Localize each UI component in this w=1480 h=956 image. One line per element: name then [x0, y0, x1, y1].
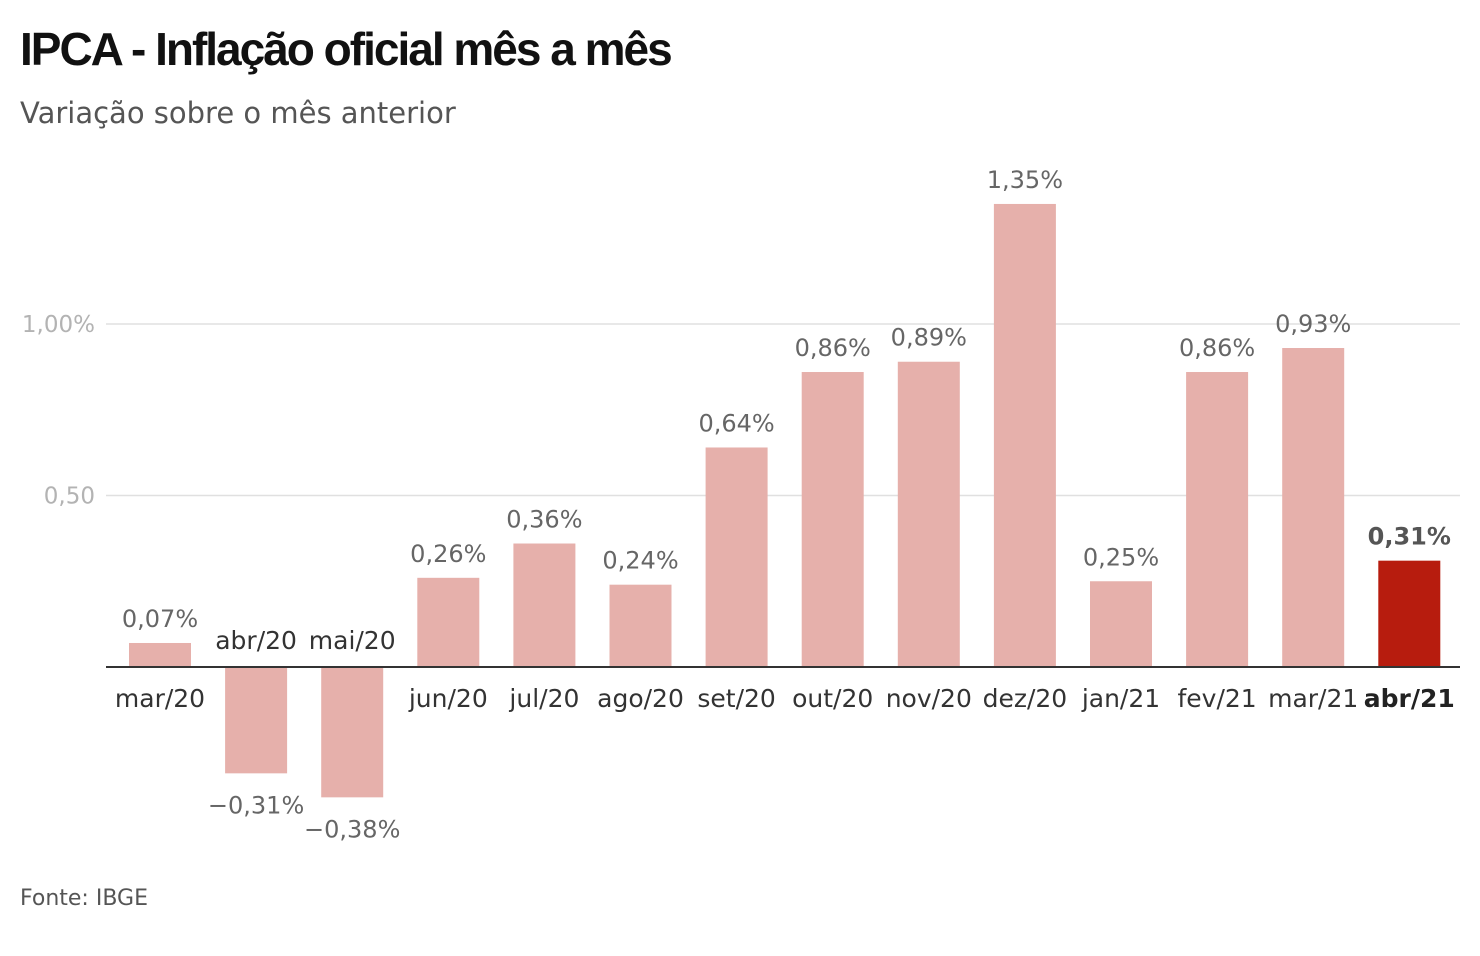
value-label: 0,64%: [698, 409, 774, 437]
x-tick-label: jul/20: [508, 684, 579, 713]
x-tick-label: mar/20: [115, 684, 205, 713]
x-tick-label: dez/20: [983, 684, 1068, 713]
value-label: 0,25%: [1083, 543, 1159, 571]
bar-chart: 0,50 1,00% 0,07% mar/20 −0,31% abr/20 −0,38% m…: [22, 166, 1460, 843]
value-label: −0,31%: [208, 791, 304, 819]
value-label: 0,31%: [1368, 523, 1451, 551]
chart-title: IPCA - Inflação oficial mês a mês: [20, 23, 673, 75]
x-tick-label: abr/21: [1364, 684, 1455, 713]
value-label: −0,38%: [304, 815, 400, 843]
bar-jul-20: [513, 543, 576, 667]
x-tick-label: mai/20: [309, 626, 396, 655]
x-tick-label: set/20: [697, 684, 775, 713]
value-label: 1,35%: [987, 166, 1063, 194]
label-layer: 0,07% mar/20 −0,31% abr/20 −0,38% mai/20 0,26%…: [115, 166, 1455, 843]
bar-fev-21: [1186, 372, 1249, 667]
x-tick-label: nov/20: [886, 684, 972, 713]
value-label: 0,86%: [795, 334, 871, 362]
bar-layer: [129, 203, 1441, 798]
source-note: Fonte: IBGE: [20, 886, 148, 911]
value-label: 0,07%: [122, 605, 198, 633]
bar-dez-20: [993, 203, 1056, 667]
x-tick-label: mar/21: [1268, 684, 1358, 713]
x-tick-label: out/20: [792, 684, 873, 713]
value-label: 0,86%: [1179, 334, 1255, 362]
bar-mar-20: [129, 642, 191, 667]
value-label: 0,93%: [1275, 310, 1351, 338]
bar-abr-21: [1378, 560, 1441, 667]
value-label: 0,24%: [602, 547, 678, 575]
bar-set-20: [705, 447, 768, 667]
x-tick-label: abr/20: [215, 626, 297, 655]
bar-jun-20: [417, 577, 480, 667]
grid-layer: 0,50 1,00%: [22, 312, 1460, 510]
y-tick-label: 0,50: [44, 484, 95, 510]
value-label: 0,26%: [410, 540, 486, 568]
bar-out-20: [801, 372, 864, 667]
value-label: 0,89%: [891, 324, 967, 352]
x-tick-label: fev/21: [1177, 684, 1256, 713]
bar-mar-21: [1282, 348, 1345, 667]
x-tick-label: jun/20: [408, 684, 488, 713]
value-label: 0,36%: [506, 506, 582, 534]
bar-ago-20: [609, 584, 672, 667]
y-tick-label: 1,00%: [22, 312, 95, 338]
bar-nov-20: [897, 361, 960, 667]
bar-mai-20: [321, 667, 384, 798]
bar-abr-20: [225, 667, 288, 774]
chart-subtitle: Variação sobre o mês anterior: [20, 96, 456, 130]
bar-jan-21: [1090, 581, 1152, 667]
x-tick-label: ago/20: [597, 684, 684, 713]
x-tick-label: jan/21: [1081, 684, 1160, 713]
